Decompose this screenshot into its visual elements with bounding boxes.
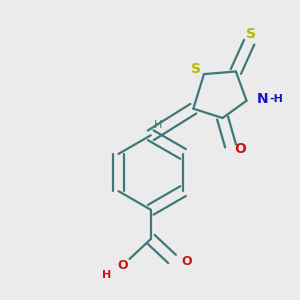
Text: H: H [102,270,112,280]
Text: H: H [154,120,162,130]
Text: -H: -H [269,94,283,104]
Text: O: O [118,259,128,272]
Text: N: N [256,92,268,106]
Text: S: S [191,62,201,76]
Text: O: O [234,142,246,156]
Text: O: O [182,255,192,268]
Text: S: S [246,27,256,41]
